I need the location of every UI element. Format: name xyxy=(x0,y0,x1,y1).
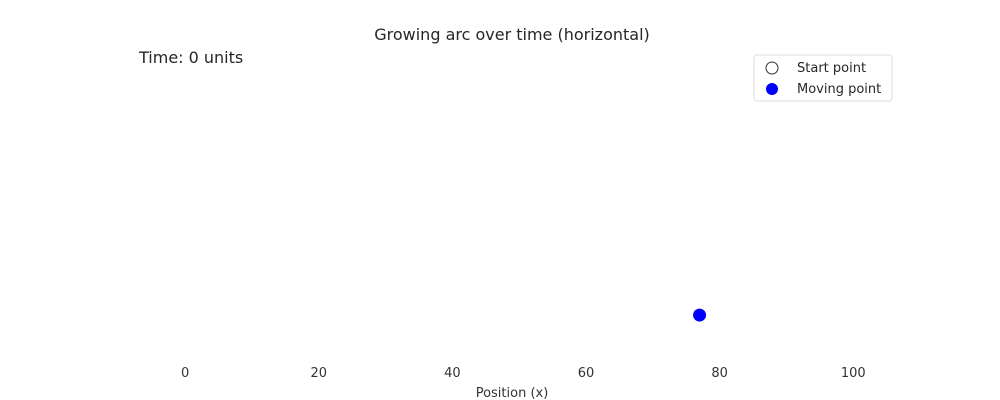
legend: Start point Moving point xyxy=(753,54,893,102)
legend-start-point-marker xyxy=(765,61,779,75)
x-tick-label: 60 xyxy=(578,366,595,381)
x-tick-label: 0 xyxy=(181,366,189,381)
legend-label: Moving point xyxy=(797,82,881,97)
x-axis-label: Position (x) xyxy=(476,386,549,400)
time-annotation: Time: 0 units xyxy=(138,48,243,67)
legend-box xyxy=(753,54,893,102)
x-tick-label: 80 xyxy=(711,366,728,381)
legend-label: Start point xyxy=(797,61,866,76)
moving-point-marker xyxy=(693,308,707,322)
legend-moving-point-marker xyxy=(766,83,778,95)
plot-area xyxy=(693,308,707,322)
x-axis: 0 20 40 60 80 100 xyxy=(181,366,866,381)
chart-title: Growing arc over time (horizontal) xyxy=(374,25,650,44)
x-tick-label: 20 xyxy=(310,366,327,381)
x-tick-label: 40 xyxy=(444,366,461,381)
x-tick-label: 100 xyxy=(841,366,866,381)
